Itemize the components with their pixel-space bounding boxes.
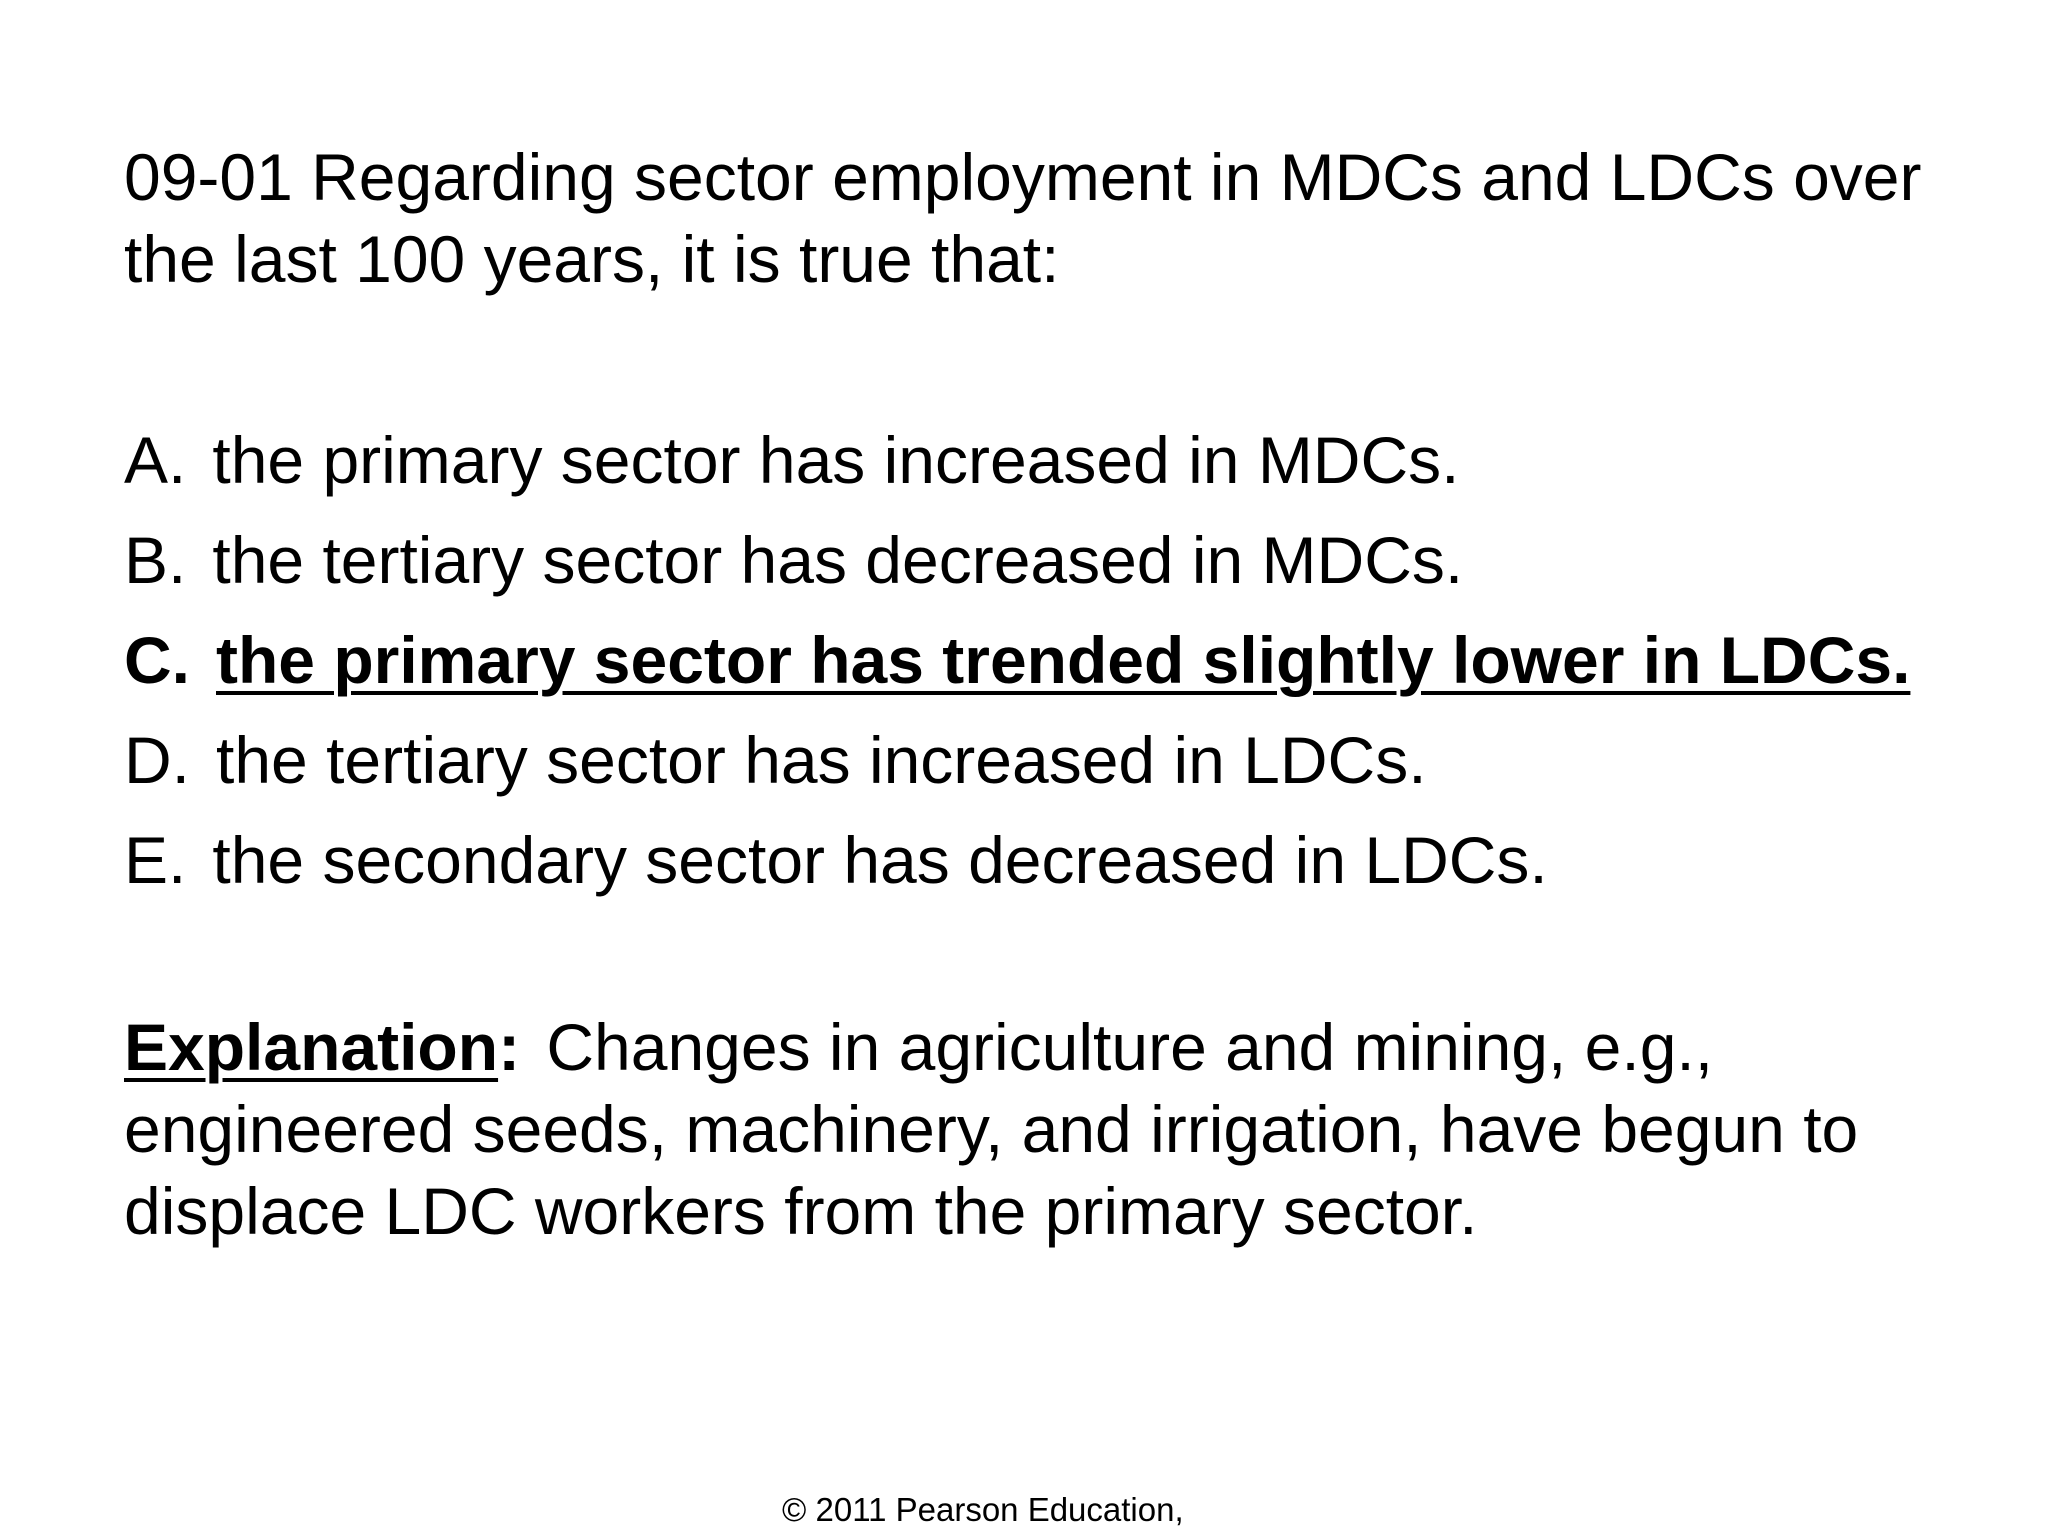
question-text: 09-01 Regarding sector employment in MDC… — [124, 140, 1922, 296]
option-d: D. the tertiary sector has increased in L… — [124, 710, 2024, 810]
option-text: the tertiary sector has decreased in MDC… — [212, 523, 1464, 597]
option-a: A. the primary sector has increased in MD… — [124, 410, 2024, 510]
option-c-correct-answer: C. the primary sector has trended slightl… — [124, 610, 2024, 710]
option-text: the secondary sector has decreased in LD… — [212, 823, 1548, 897]
answer-options: A. the primary sector has increased in MD… — [124, 410, 2024, 910]
option-letter: A. — [124, 423, 187, 497]
option-b: B. the tertiary sector has decreased in M… — [124, 510, 2024, 610]
option-letter: D. — [124, 723, 190, 797]
copyright-footer: © 2011 Pearson Education, — [782, 1491, 1184, 1528]
option-text: the primary sector has increased in MDCs… — [212, 423, 1460, 497]
option-letter: E. — [124, 823, 187, 897]
option-text: the primary sector has trended slightly … — [216, 623, 1911, 697]
explanation: Explanation: Changes in agriculture and … — [124, 1006, 2004, 1252]
explanation-text: Changes in agriculture and mining, e.g.,… — [124, 1010, 1859, 1248]
option-e: E. the secondary sector has decreased in … — [124, 810, 2024, 910]
explanation-colon: : — [498, 1010, 521, 1084]
explanation-label: Explanation — [124, 1010, 499, 1084]
option-letter: B. — [124, 523, 187, 597]
option-text: the tertiary sector has increased in LDC… — [216, 723, 1427, 797]
option-letter: C. — [124, 623, 190, 697]
